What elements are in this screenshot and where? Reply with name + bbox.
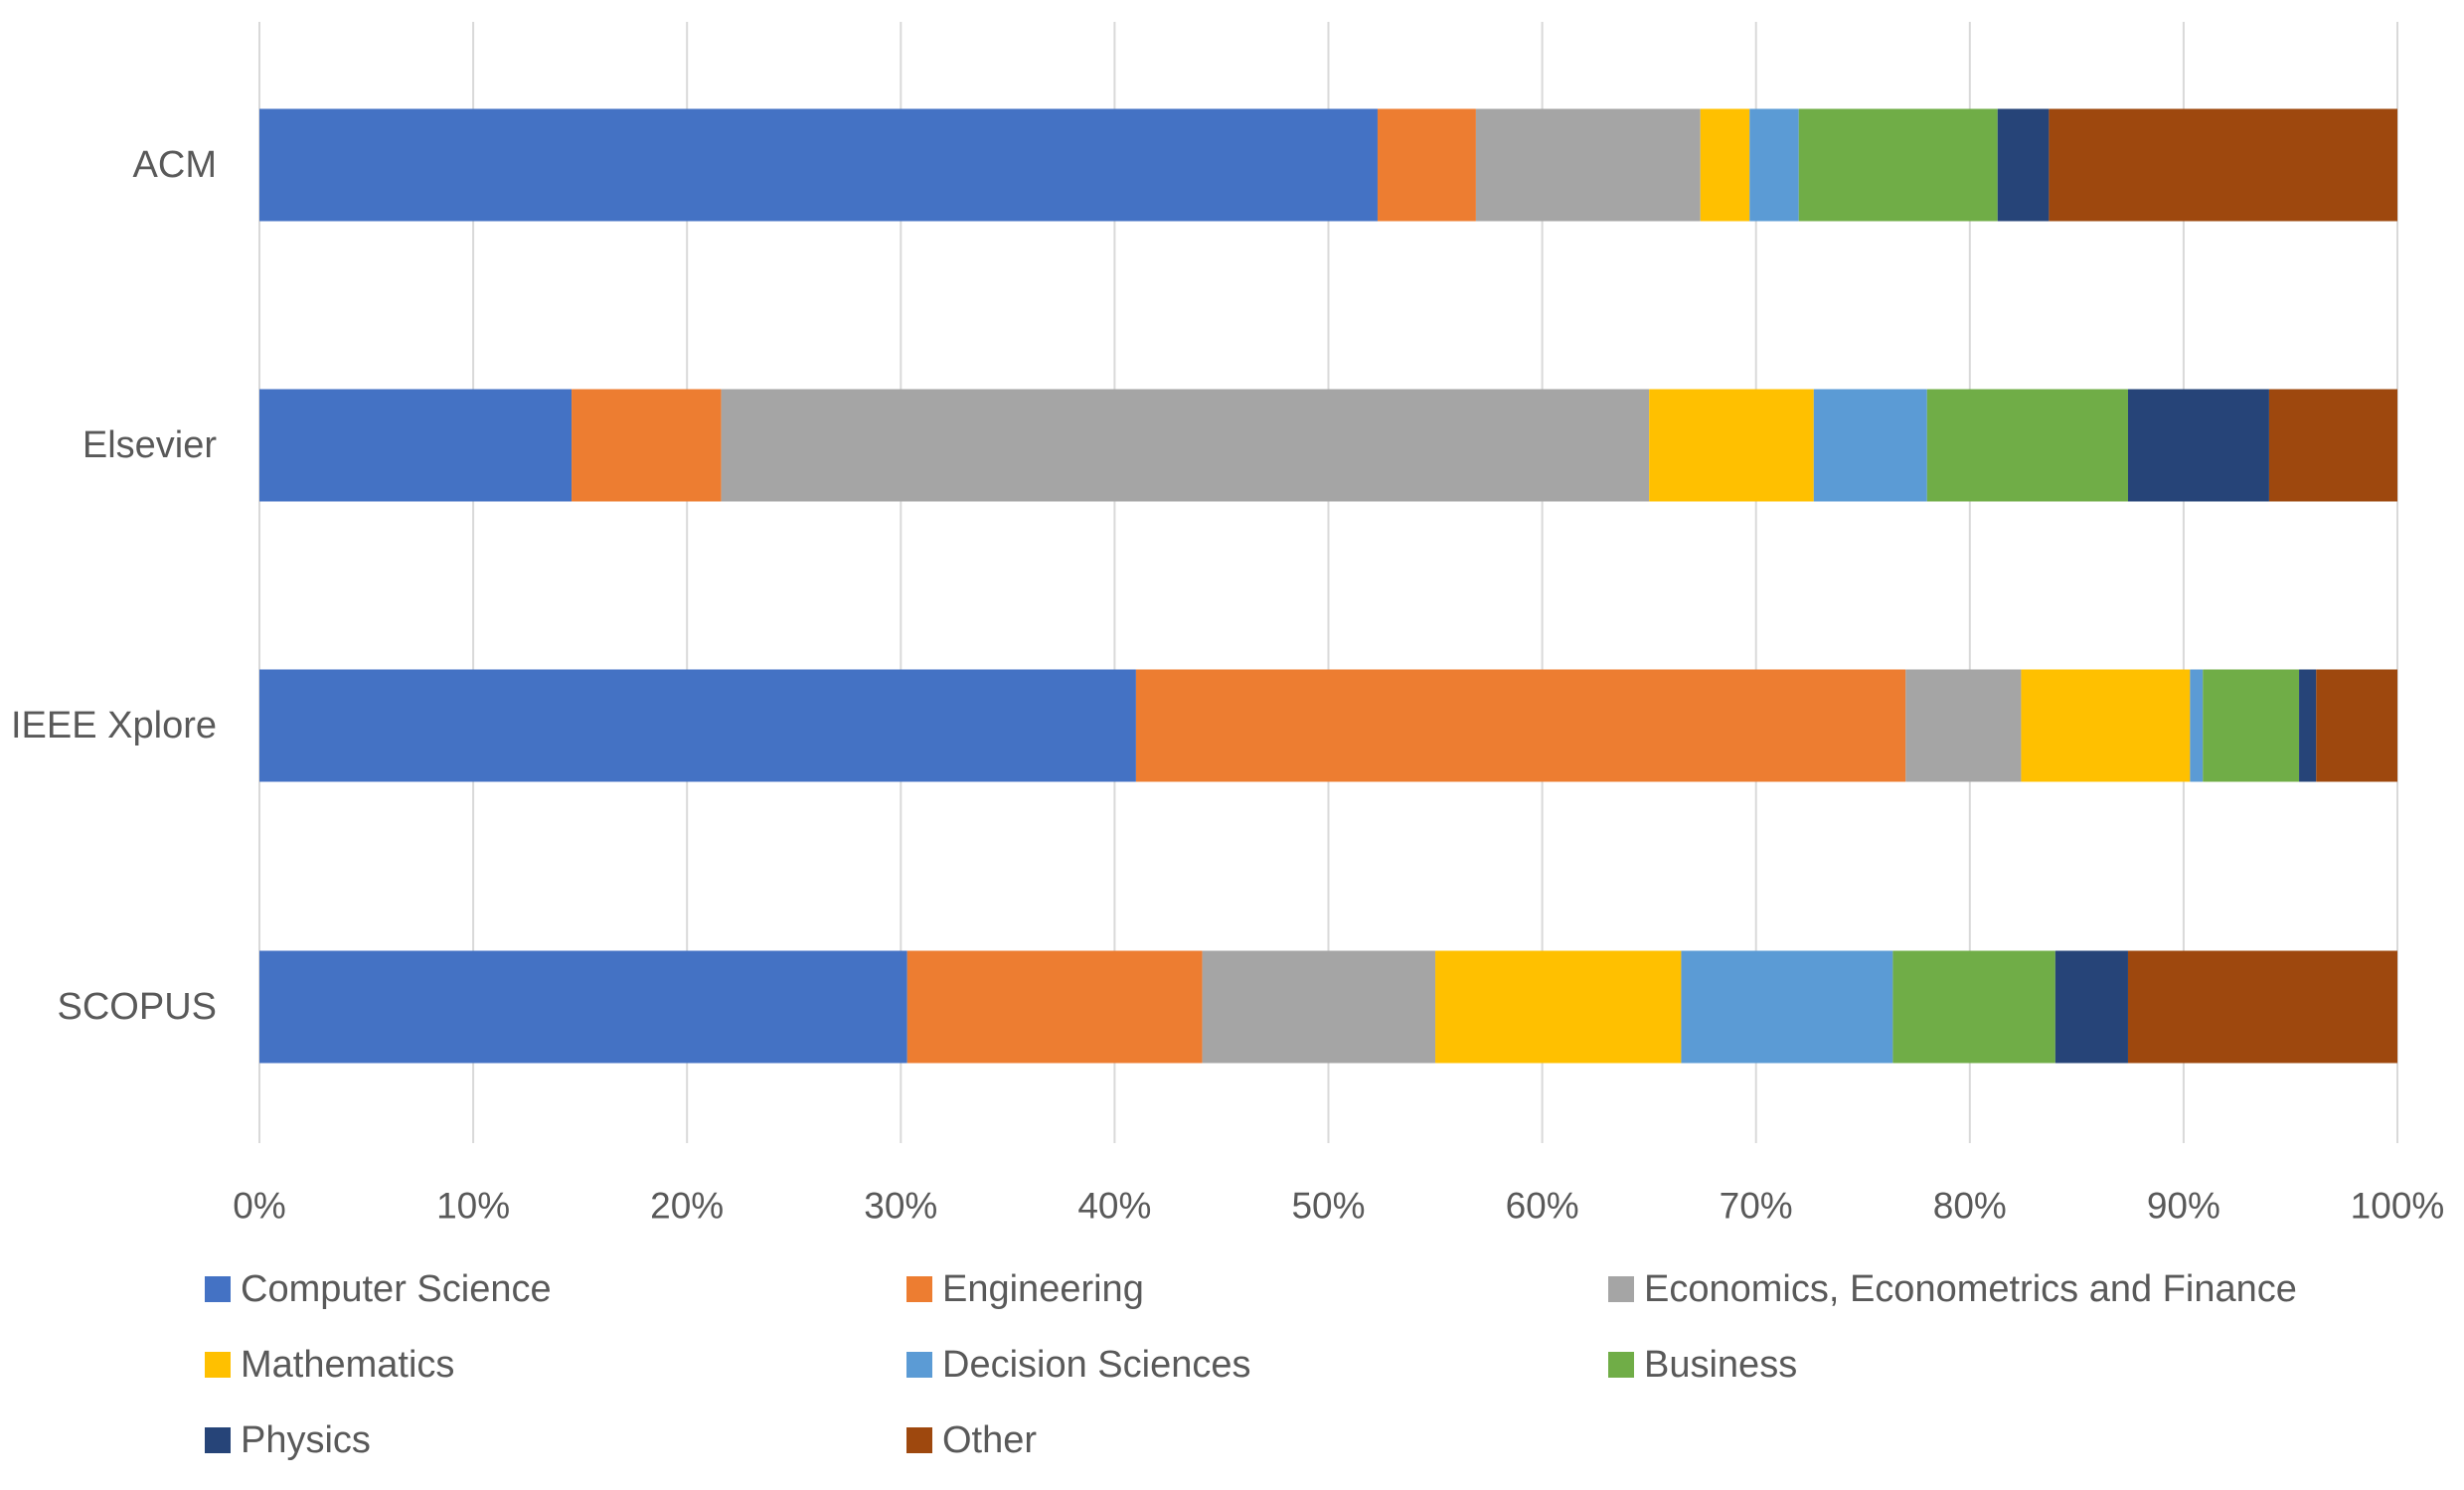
bar-segment <box>1202 950 1436 1064</box>
bar-segment <box>721 389 1650 502</box>
bar-segment <box>259 108 1378 222</box>
legend-swatch <box>906 1352 932 1378</box>
x-tick-label: 0% <box>233 1186 285 1227</box>
x-tick-label: 80% <box>1933 1186 2007 1227</box>
bar-segment <box>2127 950 2397 1064</box>
bar-segment <box>1798 108 1998 222</box>
legend-swatch <box>205 1276 231 1302</box>
bar-segment <box>2203 669 2300 782</box>
bar-segment <box>1905 669 2022 782</box>
category-label: SCOPUS <box>58 986 217 1028</box>
legend-swatch <box>1608 1352 1634 1378</box>
x-tick-label: 70% <box>1720 1186 1793 1227</box>
legend-label: Business <box>1644 1344 1797 1386</box>
legend-label: Economics, Econometrics and Finance <box>1644 1268 2297 1310</box>
legend-label: Decision Sciences <box>942 1344 1250 1386</box>
bar-segment <box>1649 389 1814 502</box>
legend-item: Business <box>1608 1344 1797 1386</box>
bar-segment <box>2299 669 2317 782</box>
bar-segment <box>1475 108 1701 222</box>
bar-segment <box>906 950 1203 1064</box>
legend-label: Computer Science <box>241 1268 552 1310</box>
bar-segment <box>259 950 907 1064</box>
x-tick-label: 100% <box>2351 1186 2445 1227</box>
bar-segment <box>259 669 1136 782</box>
legend-swatch <box>906 1427 932 1453</box>
bar-segment <box>2268 389 2397 502</box>
bar-segment <box>1892 950 2055 1064</box>
legend-label: Physics <box>241 1419 371 1461</box>
bar-segment <box>1700 108 1750 222</box>
bar-segment <box>1435 950 1682 1064</box>
legend-swatch <box>205 1427 231 1453</box>
x-tick-label: 50% <box>1291 1186 1365 1227</box>
legend-label: Engineering <box>942 1268 1144 1310</box>
bar-segment <box>2316 669 2397 782</box>
legend-swatch <box>1608 1276 1634 1302</box>
legend-label: Other <box>942 1419 1037 1461</box>
x-tick-label: 20% <box>650 1186 724 1227</box>
legend-item: Other <box>906 1419 1037 1461</box>
bar-segment <box>572 389 722 502</box>
bar-segment <box>2054 950 2128 1064</box>
bar-segment <box>1135 669 1906 782</box>
bar-segment <box>1681 950 1893 1064</box>
x-tick-label: 40% <box>1077 1186 1151 1227</box>
x-tick-label: 60% <box>1506 1186 1579 1227</box>
legend-item: Computer Science <box>205 1268 552 1310</box>
category-label: Elsevier <box>82 424 217 466</box>
x-tick-label: 10% <box>436 1186 510 1227</box>
bar-segment <box>1377 108 1476 222</box>
x-tick-label: 90% <box>2147 1186 2220 1227</box>
bar-segment <box>1926 389 2128 502</box>
bar-segment <box>2049 108 2397 222</box>
x-tick-label: 30% <box>864 1186 937 1227</box>
bar-segment <box>1813 389 1927 502</box>
legend-item: Mathematics <box>205 1344 454 1386</box>
bars <box>259 108 2397 1064</box>
bar-segment <box>1997 108 2050 222</box>
bar-segment <box>2190 669 2204 782</box>
legend-item: Economics, Econometrics and Finance <box>1608 1268 2297 1310</box>
category-axis: ACM Elsevier IEEE Xplore SCOPUS <box>11 144 217 1028</box>
legend-item: Decision Sciences <box>906 1344 1250 1386</box>
legend-item: Engineering <box>906 1268 1144 1310</box>
legend-label: Mathematics <box>241 1344 454 1386</box>
legend-item: Physics <box>205 1419 371 1461</box>
legend: Computer Science Engineering Economics, Ec… <box>205 1268 2297 1461</box>
legend-swatch <box>906 1276 932 1302</box>
category-label: ACM <box>133 144 217 186</box>
bar-segment <box>259 389 573 502</box>
bar-segment <box>1749 108 1799 222</box>
category-label: IEEE Xplore <box>11 705 217 746</box>
bar-segment <box>2127 389 2269 502</box>
legend-swatch <box>205 1352 231 1378</box>
value-axis: 0% 10% 20% 30% 40% 50% 60% 70% 80% 90% 100% <box>233 1186 2444 1227</box>
bar-segment <box>2021 669 2191 782</box>
